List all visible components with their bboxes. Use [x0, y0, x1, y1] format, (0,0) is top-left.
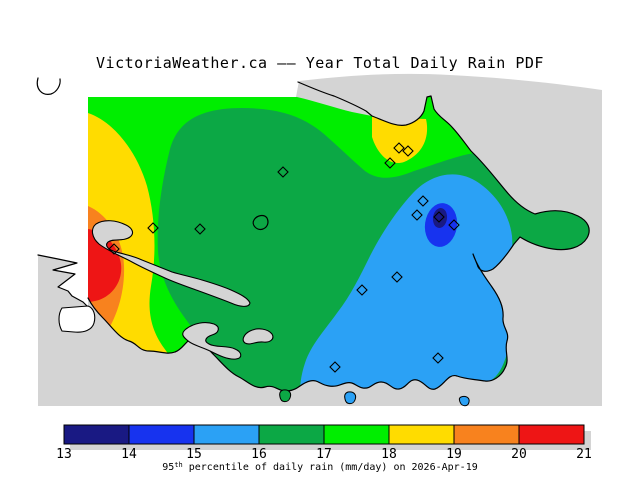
- colorbar-tick-labels: 13 14 15 16 17 18 19 20 21: [56, 447, 592, 462]
- station-markers: [108, 142, 460, 373]
- colorbar-tick-14: 14: [121, 447, 137, 462]
- william-head-islet: [344, 391, 357, 405]
- station-marker: [356, 284, 368, 296]
- victoria-harbour-inlet: [242, 328, 274, 345]
- olympic-coastline: [37, 254, 91, 310]
- caption-superscript: th: [174, 461, 182, 469]
- station-marker: [411, 209, 423, 221]
- colorbar-segment-14-15: [128, 424, 195, 445]
- station-marker: [448, 219, 460, 231]
- station-marker: [393, 142, 405, 154]
- sooke-inlet: [91, 220, 251, 307]
- bay-notch: [58, 305, 96, 333]
- colorbar-segment-16-17: [258, 424, 325, 445]
- lake-outline: [252, 214, 269, 230]
- headland-islet: [279, 389, 292, 403]
- colorbar-segment-18-19: [388, 424, 455, 445]
- contour-region-18-19-northeast: [372, 117, 428, 164]
- nw-coast-arc: [36, 77, 61, 95]
- colorbar: [63, 424, 585, 445]
- colorbar-tick-21: 21: [576, 447, 592, 462]
- station-marker: [108, 243, 120, 255]
- colorbar-segment-19-20: [453, 424, 520, 445]
- colorbar-caption: 95th percentile of daily rain (mm/day) on…: [162, 461, 477, 473]
- colorbar-tick-13: 13: [56, 447, 72, 462]
- station-marker: [147, 222, 159, 234]
- station-marker: [384, 157, 396, 169]
- colorbar-tick-20: 20: [511, 447, 527, 462]
- colorbar-segment-20-21: [518, 424, 585, 445]
- colorbar-segment-15-16: [193, 424, 260, 445]
- contour-region-15-16: [299, 174, 513, 392]
- station-marker: [402, 145, 414, 157]
- station-marker: [277, 166, 289, 178]
- station-marker-filled: [433, 211, 445, 223]
- caption-number: 95: [162, 462, 174, 473]
- island-coastline: [87, 81, 590, 392]
- colorbar-segment-13-14: [63, 424, 130, 445]
- station-marker: [417, 195, 429, 207]
- colorbar-tick-15: 15: [186, 447, 202, 462]
- station-marker: [194, 223, 206, 235]
- colorbar-tick-18: 18: [381, 447, 397, 462]
- colorbar-tick-16: 16: [251, 447, 267, 462]
- station-marker: [329, 361, 341, 373]
- colorbar-tick-19: 19: [446, 447, 462, 462]
- trial-island-islet: [458, 395, 470, 407]
- contour-region-20-21: [88, 229, 122, 302]
- station-marker: [432, 352, 444, 364]
- station-marker: [391, 271, 403, 283]
- caption-text: percentile of daily rain (mm/day) on 202…: [189, 462, 478, 473]
- colorbar-tick-17: 17: [316, 447, 332, 462]
- page-title: VictoriaWeather.ca —— Year Total Daily R…: [96, 54, 544, 72]
- colorbar-segment-17-18: [323, 424, 390, 445]
- esquimalt-inlet: [182, 322, 242, 360]
- contour-region-13-14: [432, 208, 448, 228]
